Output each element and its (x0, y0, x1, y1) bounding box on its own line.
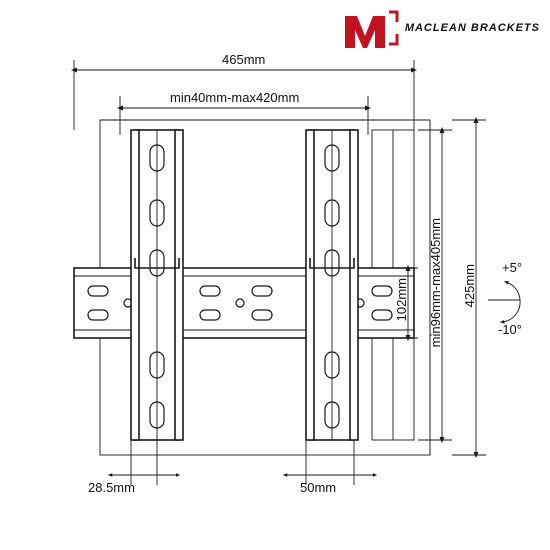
label-width-range: min40mm-max420mm (170, 90, 299, 105)
label-tilt-up: +5° (502, 260, 522, 275)
label-plate-height: 102mm (394, 278, 409, 321)
label-depth-right: 50mm (300, 480, 336, 495)
dim-depth (110, 440, 375, 485)
label-height-range: min96mm-max405mm (428, 218, 443, 347)
label-height-overall: 425mm (462, 264, 477, 307)
tilt-indicator (488, 282, 520, 322)
label-width-overall: 465mm (222, 52, 265, 67)
label-tilt-down: -10° (498, 322, 522, 337)
label-depth-left: 28.5mm (88, 480, 135, 495)
wall-plate (74, 268, 414, 338)
